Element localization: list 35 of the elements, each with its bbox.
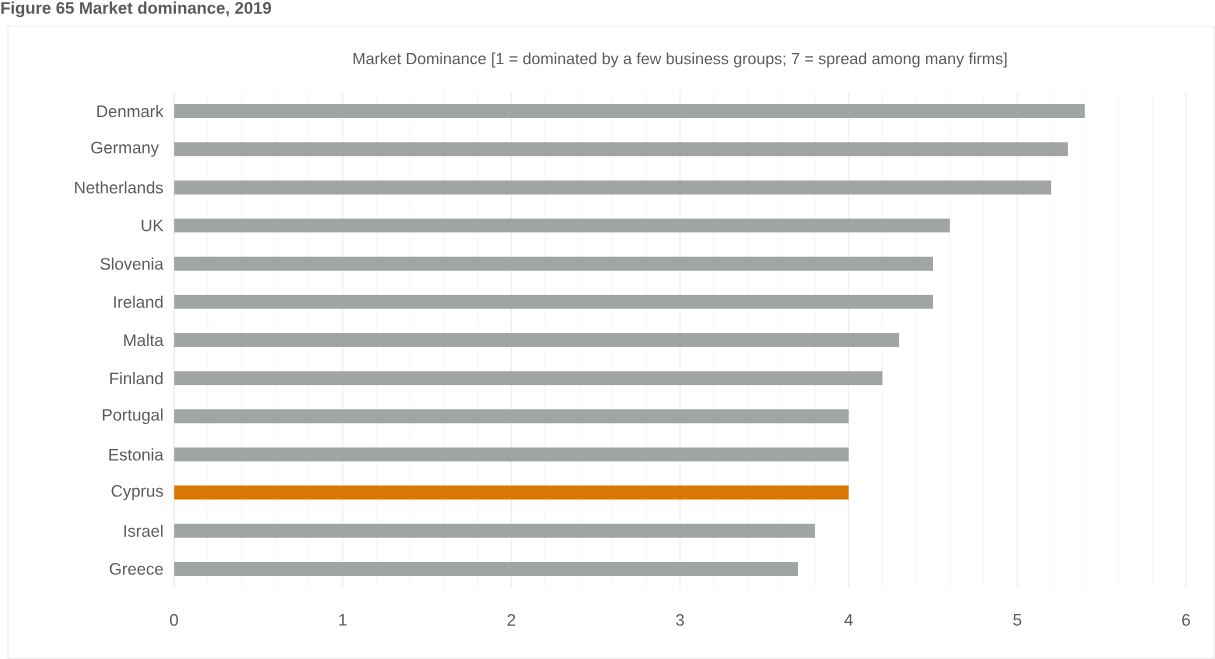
y-tick-label: Portugal: [102, 408, 163, 425]
bar: [174, 256, 933, 271]
bar: [174, 104, 1085, 119]
y-tick-label: Malta: [124, 333, 164, 347]
bar: [174, 485, 849, 500]
y-tick-label: Greece: [109, 563, 163, 575]
x-tick-label: 4: [844, 614, 853, 626]
y-tick-label: Slovenia: [100, 257, 164, 270]
x-tick-label: 5: [1013, 614, 1022, 626]
bar: [174, 523, 815, 538]
chart-subtitle: Market Dominance [1 = dominated by a few business groups; 7 = spread among many firms]: [353, 52, 1007, 68]
x-tick-label: 6: [1182, 614, 1190, 626]
bar: [174, 180, 1052, 195]
bar: [174, 447, 849, 462]
y-tick-label: Ireland: [114, 295, 163, 308]
y-tick-label: Finland: [110, 372, 163, 385]
bar: [174, 332, 900, 347]
y-tick-label: Estonia: [109, 448, 164, 461]
x-tick-label: 1: [339, 614, 347, 626]
y-tick-label: Germany: [91, 141, 159, 157]
bar: [174, 371, 883, 386]
bar: [174, 218, 950, 233]
y-tick-label: Israel: [124, 524, 163, 537]
bar: [174, 294, 933, 309]
x-tick-label: 3: [676, 614, 684, 626]
x-tick-label: 0: [170, 614, 178, 626]
y-tick-label: Netherlands: [75, 181, 163, 194]
y-tick-label: Cyprus: [111, 485, 163, 501]
y-tick-label: Denmark: [97, 104, 164, 118]
x-tick-label: 2: [507, 614, 516, 626]
bar: [174, 142, 1068, 157]
y-tick-label: UK: [141, 219, 164, 232]
bar: [174, 561, 799, 576]
bar: [174, 409, 849, 424]
chart-title: Figure 65 Market dominance, 2019: [1, 1, 272, 18]
